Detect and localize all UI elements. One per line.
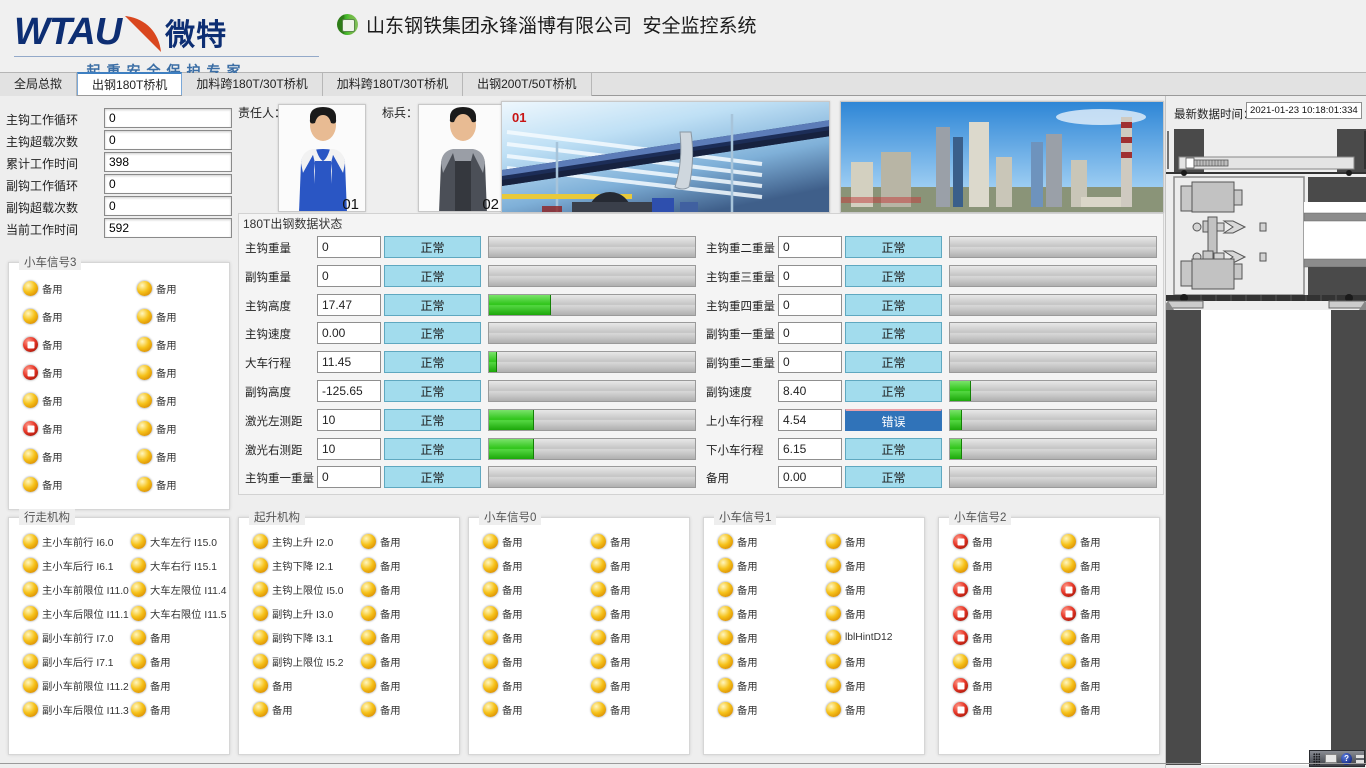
svg-text:01: 01 — [512, 110, 526, 125]
svg-text:02: 02 — [482, 196, 499, 212]
svg-text:01: 01 — [342, 196, 359, 212]
